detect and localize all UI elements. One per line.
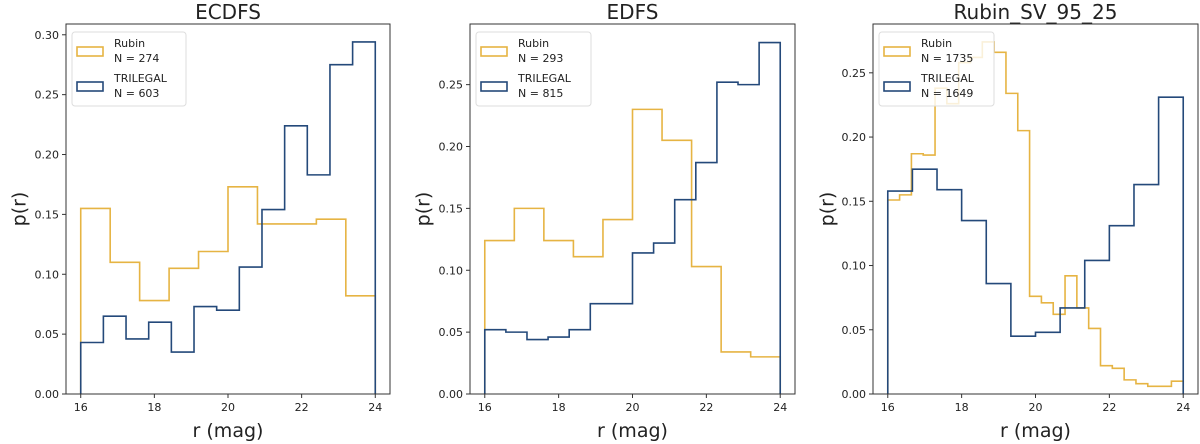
- x-tick-label: 24: [368, 401, 382, 414]
- legend: Rubin N = 1735 TRILEGAL N = 1649: [878, 31, 995, 107]
- legend-box: [878, 31, 995, 107]
- x-tick-label: 24: [773, 401, 787, 414]
- axes-frame: [469, 23, 796, 395]
- x-tick-label: 20: [626, 401, 640, 414]
- x-tick-label: 22: [1102, 401, 1116, 414]
- legend-count: N = 1735: [921, 52, 973, 65]
- legend-label: Rubin: [518, 37, 549, 50]
- legend-swatch-trilegal: [480, 81, 508, 92]
- y-tick-label: 0.20: [439, 141, 464, 154]
- y-tick-label: 0.00: [35, 388, 60, 401]
- x-tick-label: 16: [74, 401, 88, 414]
- y-tick-label: 0.25: [439, 79, 464, 92]
- y-tick-label: 0.30: [35, 29, 60, 42]
- chart-panel-1: ECDFS r (mag) p(r) 16 18 20 22 24 0.00 0.05 0.10 0.…: [9, 0, 391, 442]
- chart-title: ECDFS: [195, 0, 261, 24]
- chart-title: Rubin_SV_95_25: [954, 0, 1118, 24]
- y-tick-label: 0.05: [842, 324, 867, 337]
- x-axis-label: r (mag): [597, 420, 668, 442]
- x-tick-label: 20: [221, 401, 235, 414]
- legend-label: Rubin: [114, 37, 145, 50]
- y-tick-label: 0.05: [439, 326, 464, 339]
- y-tick-label: 0.05: [35, 328, 60, 341]
- x-tick-label: 22: [699, 401, 713, 414]
- legend-label: Rubin: [921, 37, 952, 50]
- y-tick-label: 0.10: [439, 264, 464, 277]
- x-tick-label: 18: [552, 401, 566, 414]
- histogram-series-rubin: [79, 186, 377, 394]
- y-tick-label: 0.00: [439, 388, 464, 401]
- axes-frame: [65, 23, 391, 395]
- legend-swatch-rubin: [76, 46, 104, 57]
- y-tick-label: 0.15: [35, 208, 60, 221]
- chart-panel-2: EDFS r (mag) p(r) 16 18 20 22 24 0.00 0.05 0.10 0.1…: [413, 0, 796, 442]
- y-axis-label: p(r): [817, 192, 839, 227]
- x-tick-label: 18: [955, 401, 969, 414]
- legend: Rubin N = 274 TRILEGAL N = 603: [71, 31, 187, 107]
- histogram-series-trilegal: [483, 41, 782, 394]
- legend-swatch-trilegal: [883, 81, 911, 92]
- x-tick-label: 16: [881, 401, 895, 414]
- legend-count: N = 603: [114, 87, 159, 100]
- legend-count: N = 274: [114, 52, 159, 65]
- y-tick-label: 0.20: [842, 131, 867, 144]
- histogram-series-trilegal: [79, 41, 377, 394]
- y-tick-label: 0.25: [35, 89, 60, 102]
- y-tick-label: 0.25: [842, 67, 867, 80]
- x-tick-label: 22: [295, 401, 309, 414]
- legend-count: N = 815: [518, 87, 563, 100]
- legend-count: N = 293: [518, 52, 563, 65]
- legend-label: TRILEGAL: [920, 72, 975, 85]
- axes-frame: [872, 23, 1199, 395]
- x-tick-label: 16: [478, 401, 492, 414]
- y-tick-label: 0.15: [439, 202, 464, 215]
- histogram-series-rubin: [483, 108, 782, 394]
- x-axis-label: r (mag): [1000, 420, 1071, 442]
- legend-label: TRILEGAL: [113, 72, 168, 85]
- x-tick-label: 24: [1176, 401, 1190, 414]
- chart-title: EDFS: [607, 0, 659, 24]
- legend: Rubin N = 293 TRILEGAL N = 815: [475, 31, 592, 107]
- legend-swatch-rubin: [883, 46, 911, 57]
- chart-panel-3: Rubin_SV_95_25r (mag) p(r) 16 18 20 22 24 0.00 0…: [817, 0, 1199, 442]
- y-tick-label: 0.10: [842, 260, 867, 273]
- legend-count: N = 1649: [921, 87, 973, 100]
- y-tick-label: 0.00: [842, 388, 867, 401]
- y-axis-label: p(r): [9, 192, 31, 227]
- x-tick-label: 20: [1029, 401, 1043, 414]
- legend-swatch-rubin: [480, 46, 508, 57]
- y-tick-label: 0.10: [35, 268, 60, 281]
- legend-swatch-trilegal: [76, 81, 104, 92]
- x-axis-label: r (mag): [193, 420, 264, 442]
- histogram-series-rubin: [886, 41, 1185, 394]
- legend-box: [475, 31, 592, 107]
- legend-label: TRILEGAL: [517, 72, 572, 85]
- y-axis-label: p(r): [413, 192, 435, 227]
- y-tick-label: 0.20: [35, 149, 60, 162]
- legend-box: [71, 31, 187, 107]
- histogram-series-trilegal: [886, 96, 1185, 394]
- x-tick-label: 18: [147, 401, 161, 414]
- y-tick-label: 0.15: [842, 195, 867, 208]
